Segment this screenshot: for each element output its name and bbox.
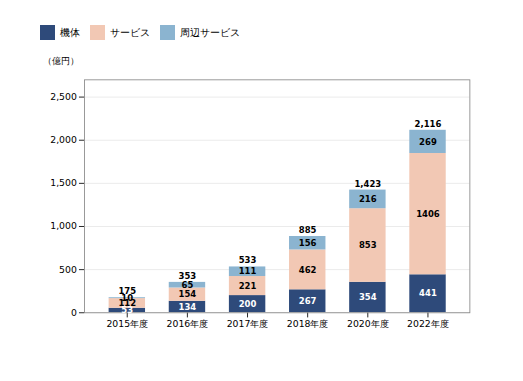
html-text:周辺サービス: 周辺サービス (180, 25, 240, 39)
svg-text:53: 53 (121, 305, 134, 316)
svg-text:353: 353 (179, 271, 197, 281)
html-text:サービス: サービス (110, 25, 150, 39)
svg-text:2018年度: 2018年度 (287, 318, 329, 329)
svg-text:2016年度: 2016年度 (167, 318, 209, 329)
svg-text:2,116: 2,116 (415, 119, 442, 129)
svg-text:200: 200 (239, 299, 257, 309)
svg-text:500: 500 (59, 264, 77, 275)
svg-text:156: 156 (299, 238, 317, 248)
svg-text:462: 462 (299, 265, 317, 275)
svg-text:2,000: 2,000 (50, 134, 77, 145)
svg-text:（億円）: （億円） (43, 55, 79, 66)
svg-text:2022年度: 2022年度 (407, 318, 449, 329)
svg-text:269: 269 (419, 137, 437, 147)
svg-text:2020年度: 2020年度 (347, 318, 389, 329)
svg-text:885: 885 (299, 225, 317, 235)
svg-text:2017年度: 2017年度 (227, 318, 269, 329)
html-text:機体: 機体 (60, 25, 80, 39)
svg-text:267: 267 (299, 296, 317, 306)
svg-text:354: 354 (359, 292, 377, 302)
svg-text:1,500: 1,500 (50, 177, 77, 188)
svg-text:112: 112 (118, 298, 137, 309)
svg-text:2015年度: 2015年度 (106, 318, 148, 329)
svg-text:111: 111 (239, 266, 257, 276)
svg-text:1,423: 1,423 (354, 179, 381, 189)
svg-text:2,500: 2,500 (50, 91, 77, 102)
svg-text:65: 65 (181, 280, 193, 290)
svg-text:1,000: 1,000 (50, 220, 77, 231)
svg-text:216: 216 (359, 194, 377, 204)
svg-text:1406: 1406 (416, 209, 440, 219)
svg-text:154: 154 (179, 289, 197, 299)
svg-text:853: 853 (359, 240, 377, 250)
svg-text:441: 441 (419, 288, 437, 298)
svg-text:221: 221 (239, 281, 257, 291)
svg-text:10: 10 (121, 292, 134, 303)
svg-text:0: 0 (71, 307, 77, 318)
svg-text:134: 134 (179, 302, 197, 312)
svg-text:175: 175 (118, 286, 136, 296)
svg-text:533: 533 (239, 255, 257, 265)
